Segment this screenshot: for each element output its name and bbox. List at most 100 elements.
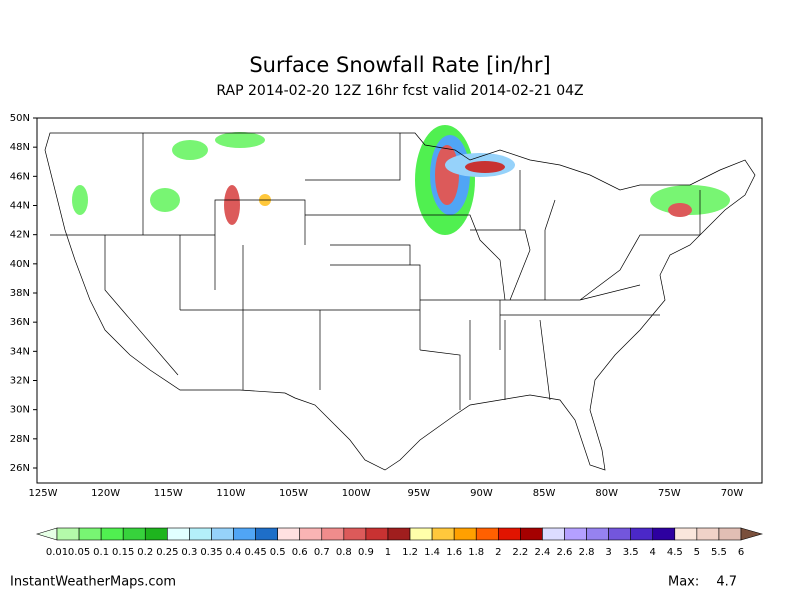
lon-label: 100W <box>342 488 371 499</box>
lat-label: 50N <box>10 113 30 124</box>
lat-label: 30N <box>10 405 30 416</box>
colorbar-swatch <box>167 527 190 541</box>
colorbar-swatch <box>696 527 720 541</box>
lat-label: 36N <box>10 317 30 328</box>
colorbar-swatch <box>100 527 124 541</box>
colorbar-label: 3.5 <box>623 547 639 558</box>
lon-label: 110W <box>216 488 245 499</box>
lon-label: 105W <box>279 488 308 499</box>
colorbar-swatch <box>122 527 146 541</box>
colorbar-label: 4 <box>650 547 656 558</box>
colorbar-swatch <box>718 527 742 541</box>
colorbar-swatch <box>233 527 256 541</box>
colorbar-label: 0.3 <box>181 547 197 558</box>
colorbar-swatch <box>343 527 367 541</box>
site-credit: InstantWeatherMaps.com <box>10 575 176 590</box>
colorbar-label: 2.6 <box>557 547 573 558</box>
colorbar-label: 0.5 <box>270 547 286 558</box>
colorbar-label: 2.4 <box>534 547 550 558</box>
colorbar-swatch <box>586 527 609 541</box>
colorbar-swatch <box>387 527 411 541</box>
colorbar-swatch <box>520 527 543 541</box>
colorbar-swatch <box>475 527 499 541</box>
title: Surface Snowfall Rate [in/hr] <box>249 53 550 77</box>
colorbar-label: 2.8 <box>579 547 595 558</box>
lat-label: 40N <box>10 259 30 270</box>
lon-label: 75W <box>658 488 681 499</box>
lat-label: 34N <box>10 346 30 357</box>
colorbar-swatch <box>409 527 433 541</box>
colorbar-label: 0.05 <box>68 547 90 558</box>
colorbar-label: 0.15 <box>112 547 134 558</box>
colorbar-label: 0.1 <box>93 547 109 558</box>
lon-label: 85W <box>533 488 556 499</box>
lat-label: 32N <box>10 376 30 387</box>
colorbar-swatch <box>365 527 389 541</box>
colorbar-label: 5 <box>694 547 700 558</box>
map <box>36 117 763 484</box>
colorbar-swatch <box>56 527 80 541</box>
colorbar-end <box>35 527 58 541</box>
colorbar-label: 0.4 <box>226 547 242 558</box>
colorbar-label: 4.5 <box>667 547 683 558</box>
max-value: 4.7 <box>716 575 737 590</box>
colorbar-swatch <box>497 527 521 541</box>
colorbar-swatch <box>189 527 212 541</box>
colorbar-label: 3 <box>605 547 611 558</box>
colorbar-swatch <box>255 527 278 541</box>
colorbar-label: 0.8 <box>336 547 352 558</box>
colorbar-label: 1.6 <box>446 547 462 558</box>
colorbar-label: 1 <box>385 547 391 558</box>
latitude-labels: 50N 48N 46N 44N 42N 40N 38N 36N 34N 32N 30N 28N 26N <box>10 113 37 474</box>
colorbar-swatch <box>630 527 654 541</box>
state-borders <box>50 133 701 410</box>
colorbar-label: 1.4 <box>424 547 440 558</box>
colorbar-label: 6 <box>738 547 744 558</box>
colorbar-label: 0.2 <box>137 547 153 558</box>
lon-label: 70W <box>721 488 744 499</box>
map-frame <box>36 117 763 484</box>
lat-label: 44N <box>10 201 30 212</box>
colorbar-label: 0.6 <box>292 547 308 558</box>
lon-label: 90W <box>470 488 493 499</box>
colorbar-swatch <box>564 527 587 541</box>
colorbar-label: 0.9 <box>358 547 374 558</box>
snow-areas <box>72 125 730 235</box>
colorbar-swatch <box>144 527 168 541</box>
colorbar-swatch <box>608 527 631 541</box>
us-outline <box>44 132 756 471</box>
colorbar-label: 0.25 <box>156 547 178 558</box>
lon-label: 80W <box>595 488 618 499</box>
colorbar-label: 0.45 <box>244 547 266 558</box>
colorbar-label: 0.01 <box>46 547 68 558</box>
lat-label: 38N <box>10 288 30 299</box>
lon-label: 95W <box>408 488 431 499</box>
lon-label: 115W <box>154 488 183 499</box>
lat-label: 42N <box>10 230 30 241</box>
lat-label: 46N <box>10 171 30 182</box>
lat-label: 28N <box>10 434 30 445</box>
lat-label: 26N <box>10 463 30 474</box>
colorbar-label: 5.5 <box>711 547 727 558</box>
lon-label: 120W <box>91 488 120 499</box>
colorbar-swatch <box>211 527 234 541</box>
colorbar-label: 2 <box>495 547 501 558</box>
colorbar-label: 0.35 <box>200 547 222 558</box>
colorbar-label: 2.2 <box>512 547 528 558</box>
colorbar-label: 1.8 <box>468 547 484 558</box>
colorbar-end <box>740 527 764 541</box>
colorbar-label: 1.2 <box>402 547 418 558</box>
colorbar-label: 0.7 <box>314 547 330 558</box>
colorbar-swatch <box>277 527 301 541</box>
lat-label: 48N <box>10 142 30 153</box>
colorbar-swatch <box>453 527 477 541</box>
colorbar: 0.01 0.05 0.1 0.15 0.2 0.25 0.3 0.35 0.4 0.45 0.5 0… <box>35 527 764 558</box>
colorbar-swatch <box>431 527 455 541</box>
colorbar-swatch <box>78 527 102 541</box>
colorbar-swatch <box>321 527 345 541</box>
colorbar-swatch <box>652 527 676 541</box>
lon-label: 125W <box>29 488 58 499</box>
max-label: Max: <box>668 575 699 590</box>
colorbar-swatch <box>674 527 698 541</box>
